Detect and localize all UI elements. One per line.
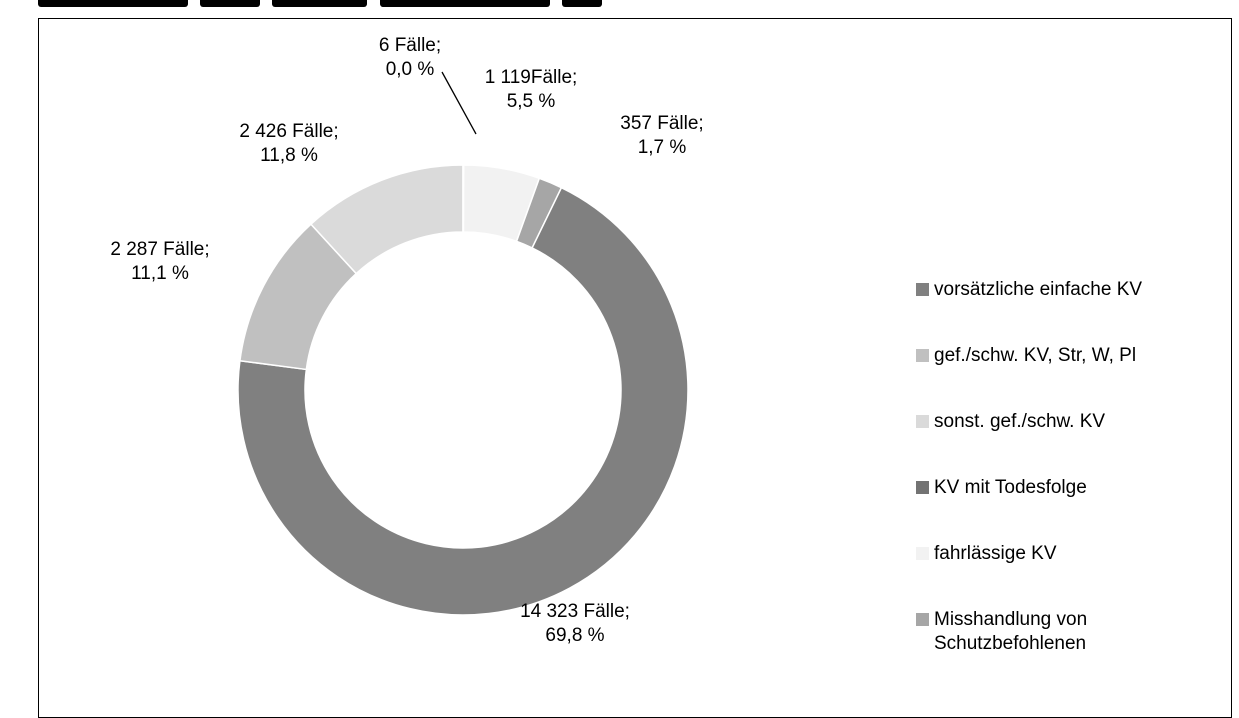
data-label-2: 2 426 Fälle; 11,8 % bbox=[239, 120, 338, 168]
data-label-percent: 0,0 % bbox=[385, 59, 435, 80]
legend-swatch bbox=[916, 547, 929, 560]
data-label-1: 2 287 Fälle; 11,1 % bbox=[110, 238, 209, 286]
data-label-0: 14 323 Fälle; 69,8 % bbox=[520, 600, 630, 648]
leader-lines bbox=[441, 71, 477, 135]
legend-label: sonst. gef./schw. KV bbox=[934, 411, 1106, 432]
donut-chart bbox=[237, 71, 689, 616]
legend-label: vorsätzliche einfache KV bbox=[934, 279, 1143, 300]
slice-3 bbox=[462, 164, 465, 233]
slices-group bbox=[237, 164, 689, 616]
data-label-5: 357 Fälle; 1,7 % bbox=[620, 112, 703, 160]
data-label-4: 1 119Fälle; 5,5 % bbox=[485, 66, 578, 114]
legend-swatch bbox=[916, 415, 929, 428]
data-label-cases: 357 Fälle; bbox=[620, 113, 704, 134]
data-label-cases: 6 Fälle; bbox=[378, 35, 442, 56]
legend-label: KV mit Todesfolge bbox=[934, 477, 1087, 498]
slice-0 bbox=[237, 186, 689, 616]
data-label-cases: 2 426 Fälle; bbox=[239, 121, 339, 142]
legend-swatch bbox=[916, 283, 929, 296]
data-label-3: 6 Fälle; 0,0 % bbox=[379, 34, 441, 82]
legend-swatch bbox=[916, 613, 929, 626]
data-label-percent: 5,5 % bbox=[506, 91, 556, 112]
legend-swatch bbox=[916, 481, 929, 494]
data-label-percent: 1,7 % bbox=[637, 137, 687, 158]
legend-label: gef./schw. KV, Str, W, Pl bbox=[934, 345, 1137, 366]
data-label-percent: 69,8 % bbox=[545, 625, 605, 646]
legend-swatch bbox=[916, 349, 929, 362]
data-label-cases: 1 119Fälle; bbox=[484, 67, 578, 88]
leader-line-slice-3 bbox=[441, 71, 477, 135]
data-label-cases: 2 287 Fälle; bbox=[110, 239, 210, 260]
data-label-percent: 11,8 % bbox=[260, 145, 318, 166]
legend-label: Misshandlung von Schutzbefohlenen bbox=[934, 609, 1088, 654]
legend-label: fahrlässige KV bbox=[934, 543, 1057, 564]
data-label-cases: 14 323 Fälle; bbox=[520, 601, 630, 622]
data-label-percent: 11,1 % bbox=[131, 263, 189, 284]
cropped-title-strip bbox=[0, 0, 1239, 14]
